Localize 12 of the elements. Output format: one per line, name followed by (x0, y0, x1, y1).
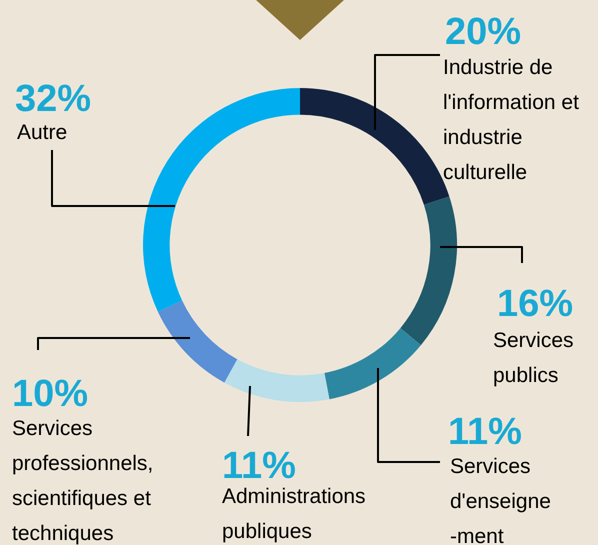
data-label: 11% (448, 411, 522, 453)
slice-label: Services d'enseigne-ment (450, 455, 551, 545)
slice-label: Services professionnels, scientifiques et techniques (12, 417, 154, 545)
slice-label: Services publics (493, 329, 574, 387)
slice-label: Autre (17, 121, 68, 144)
data-label: 10% (12, 373, 88, 415)
data-label: 20% (445, 11, 522, 53)
slice-label: Industrie de l'information et industrie culturelle (443, 56, 580, 184)
data-label: 32% (15, 78, 92, 120)
slice-label: Administrations publiques (222, 485, 366, 543)
data-label: 11% (222, 445, 296, 487)
data-label: 16% (497, 283, 574, 325)
